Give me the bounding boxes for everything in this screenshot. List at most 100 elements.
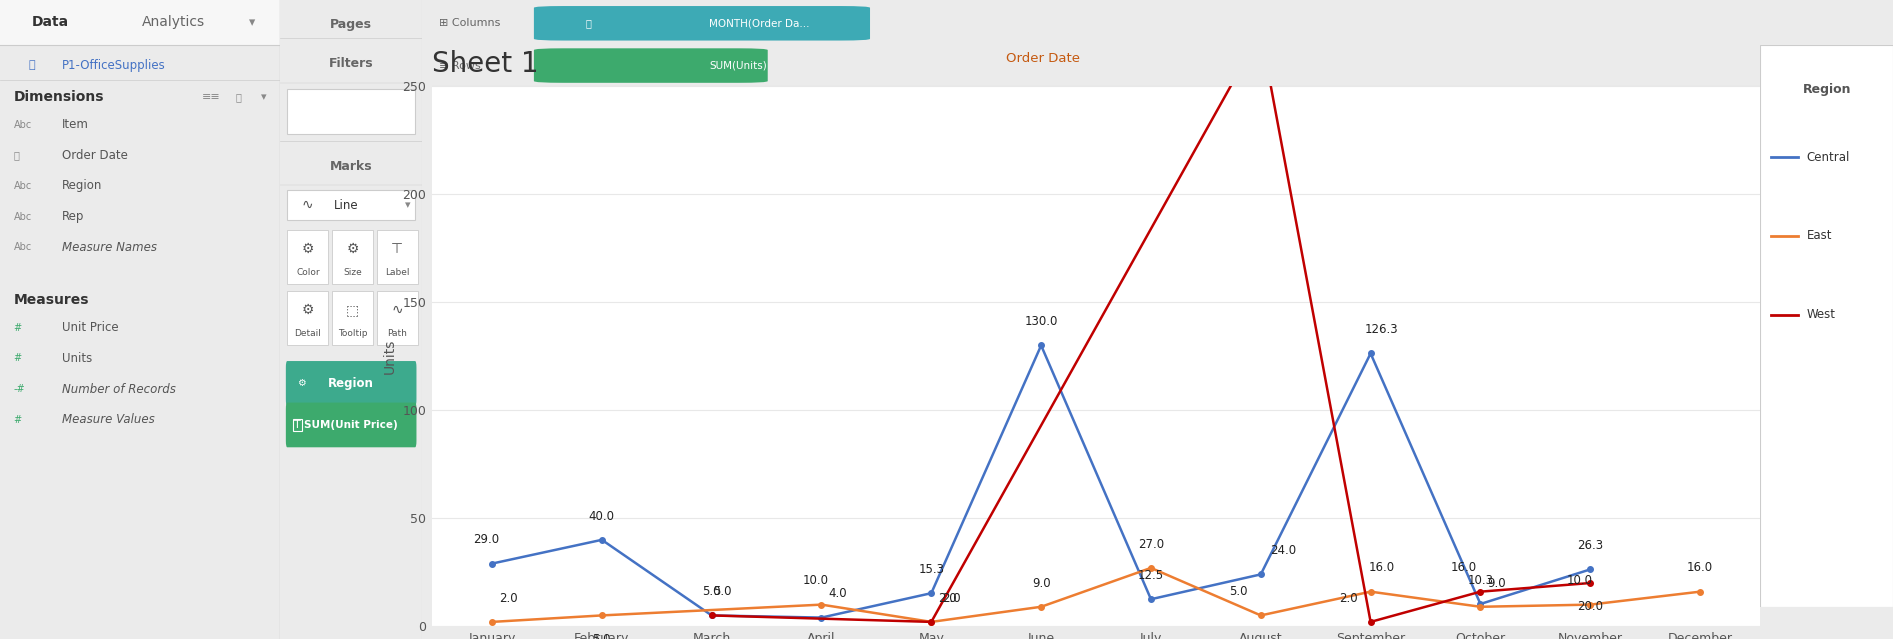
Text: 9.0: 9.0 [1488, 576, 1507, 590]
Text: ⚙: ⚙ [301, 242, 314, 256]
Text: Marks: Marks [329, 160, 373, 173]
Text: Measures: Measures [13, 293, 89, 307]
Text: 5.0: 5.0 [702, 585, 721, 598]
Text: 5.0: 5.0 [714, 585, 733, 598]
Bar [0, 0, 280, 45]
Text: ⚙: ⚙ [297, 378, 307, 389]
Text: Tooltip: Tooltip [337, 329, 367, 338]
Text: Size: Size [343, 268, 362, 277]
FancyBboxPatch shape [534, 49, 769, 83]
Text: 27.0: 27.0 [1138, 537, 1164, 551]
Text: Abc: Abc [13, 119, 32, 130]
Text: Color: Color [295, 268, 320, 277]
Text: 2.0: 2.0 [500, 592, 519, 604]
Text: 16.0: 16.0 [1687, 562, 1713, 574]
Text: 20.0: 20.0 [1577, 600, 1603, 613]
Text: 10.0: 10.0 [803, 574, 829, 587]
Text: Data: Data [32, 15, 68, 29]
Text: Label: Label [384, 268, 409, 277]
Text: ⚙: ⚙ [301, 303, 314, 317]
Text: ⊤: ⊤ [392, 242, 403, 256]
Text: ⊞ Columns: ⊞ Columns [439, 19, 500, 28]
Text: ∿: ∿ [301, 198, 312, 212]
Text: 2.0: 2.0 [941, 592, 960, 604]
Y-axis label: Units: Units [382, 339, 398, 374]
Text: 📅: 📅 [585, 19, 591, 28]
Text: P1-OfficeSupplies: P1-OfficeSupplies [62, 59, 165, 72]
Text: Units: Units [62, 352, 93, 365]
Bar [377, 291, 418, 345]
Text: 2.0: 2.0 [1340, 592, 1357, 604]
Text: 2.0: 2.0 [939, 592, 958, 604]
Text: SUM(Unit Price): SUM(Unit Price) [305, 420, 398, 430]
Bar [331, 230, 373, 284]
Text: Rep: Rep [62, 210, 83, 223]
Text: Region: Region [327, 377, 375, 390]
Text: Path: Path [388, 329, 407, 338]
Text: 9.0: 9.0 [1032, 576, 1051, 590]
Text: 24.0: 24.0 [1270, 544, 1297, 557]
Text: Filters: Filters [329, 58, 373, 70]
Text: 126.3: 126.3 [1365, 323, 1399, 336]
Text: Pages: Pages [329, 18, 373, 31]
Bar [288, 230, 329, 284]
Text: Region: Region [1802, 83, 1851, 96]
Text: 16.0: 16.0 [1450, 562, 1477, 574]
Bar [288, 190, 415, 220]
Text: 12.5: 12.5 [1138, 569, 1164, 582]
Text: ▾: ▾ [261, 92, 267, 102]
Text: Number of Records: Number of Records [62, 383, 176, 396]
Text: ∿: ∿ [392, 303, 403, 317]
Text: Abc: Abc [13, 242, 32, 252]
Text: 5.0: 5.0 [593, 633, 611, 639]
Text: Analytics: Analytics [142, 15, 204, 29]
Text: 📅: 📅 [13, 150, 21, 160]
Text: Detail: Detail [295, 329, 322, 338]
Bar [288, 291, 329, 345]
Text: MONTH(Order Da...: MONTH(Order Da... [710, 19, 810, 28]
Text: 🔍: 🔍 [235, 92, 240, 102]
Text: #: # [13, 353, 25, 364]
Text: Item: Item [62, 118, 89, 131]
Text: 26.3: 26.3 [1577, 539, 1603, 552]
Bar [288, 89, 415, 134]
Text: ⬚: ⬚ [346, 303, 360, 317]
Text: Order Date: Order Date [1005, 52, 1079, 65]
Text: ▾: ▾ [250, 16, 256, 29]
Text: ≡ Rows: ≡ Rows [439, 61, 481, 70]
Text: West: West [1806, 308, 1836, 321]
Text: #: # [13, 415, 25, 425]
Text: Region: Region [62, 180, 102, 192]
Text: Dimensions: Dimensions [13, 90, 104, 104]
Text: 40.0: 40.0 [589, 509, 615, 523]
Text: -#: -# [13, 384, 27, 394]
Bar [377, 230, 418, 284]
Text: 🗄: 🗄 [28, 60, 34, 70]
Text: ≡≡: ≡≡ [203, 92, 220, 102]
Text: 29.0: 29.0 [473, 534, 500, 546]
Text: ⚙: ⚙ [346, 242, 360, 256]
Text: Abc: Abc [13, 212, 32, 222]
FancyBboxPatch shape [534, 6, 871, 40]
Text: 130.0: 130.0 [1024, 315, 1058, 328]
Text: ▾: ▾ [405, 200, 411, 210]
Text: 16.0: 16.0 [1369, 562, 1395, 574]
Text: SUM(Units): SUM(Units) [710, 61, 767, 70]
Text: 10.0: 10.0 [1566, 574, 1592, 587]
Text: Unit Price: Unit Price [62, 321, 117, 334]
Text: 10.3: 10.3 [1467, 574, 1494, 587]
FancyBboxPatch shape [286, 403, 416, 447]
Text: Measure Values: Measure Values [62, 413, 155, 426]
Text: Measure Names: Measure Names [62, 241, 157, 254]
Text: T: T [295, 420, 301, 430]
Bar [331, 291, 373, 345]
Text: Abc: Abc [13, 181, 32, 191]
Text: 5.0: 5.0 [1230, 585, 1247, 598]
Text: East: East [1806, 229, 1832, 242]
FancyBboxPatch shape [286, 361, 416, 406]
Text: 15.3: 15.3 [918, 563, 945, 576]
Text: #: # [13, 323, 25, 333]
Text: Line: Line [333, 199, 360, 212]
Text: 4.0: 4.0 [829, 587, 848, 600]
Text: Sheet 1: Sheet 1 [432, 50, 538, 79]
